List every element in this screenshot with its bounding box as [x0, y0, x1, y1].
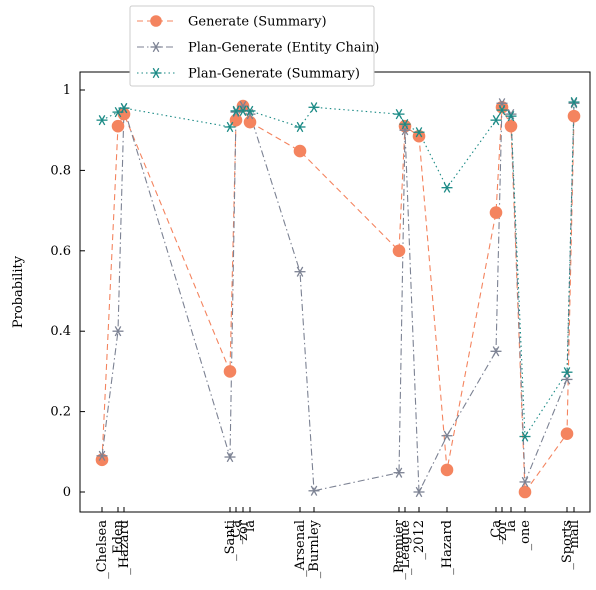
y-axis-title: Probability: [11, 255, 26, 328]
series-1-point: [504, 119, 518, 133]
y-tick-label: 1: [63, 83, 71, 98]
series-2-point: [112, 326, 124, 337]
x-tick-label: _Premier: [392, 519, 407, 579]
series-3-point: [399, 119, 411, 130]
x-tick-label: _Santi: [223, 520, 238, 561]
x-tick-label: _2012: [412, 520, 427, 560]
x-tick-label: _Sports: [560, 520, 575, 570]
series-1-point: [117, 107, 131, 121]
series-3-point: [118, 102, 130, 114]
series-1-point: [229, 113, 243, 127]
series-line-2: [101, 101, 575, 493]
series-2-point: [294, 266, 306, 277]
x-tick-label: _Hazard: [440, 520, 455, 575]
series-1-point: [440, 463, 454, 477]
x-tick-label: mail: [567, 520, 582, 548]
series-2-point: [224, 451, 236, 463]
series-1-point: [560, 427, 574, 441]
legend-label-1: Generate (Summary): [188, 15, 327, 30]
y-tick-label: 0.2: [50, 405, 71, 420]
series-1-point: [392, 244, 406, 258]
series-2-point: [490, 346, 502, 357]
series-3-point: [308, 102, 320, 113]
series-3-point: [561, 367, 573, 378]
x-tick-label: _Ca: [229, 520, 244, 544]
x-tick-label: _one: [518, 520, 533, 551]
series-3-point: [96, 115, 108, 126]
series-1-point: [412, 129, 426, 143]
legend: Generate (Summary) Plan-Generate (Entity …: [129, 5, 379, 87]
series-2-point: [505, 109, 517, 120]
series-2-point: [413, 486, 425, 498]
series-3-point: [413, 127, 425, 138]
series-3-point: [490, 115, 502, 126]
x-tick-label: la: [243, 520, 258, 532]
series-2-point: [96, 450, 108, 461]
legend-marker-1: [150, 15, 162, 27]
y-tick-label: 0.8: [50, 163, 71, 178]
series-1-point: [243, 115, 257, 129]
series-2-point: [441, 430, 453, 441]
series-3-point: [294, 121, 306, 133]
y-axis: 0 0.2 0.4 0.6 0.8 1: [50, 83, 85, 500]
series-2-point: [308, 485, 320, 496]
series-3-point: [519, 431, 531, 442]
series-3-point: [505, 111, 517, 122]
x-tick-label: _League: [398, 520, 413, 575]
y-tick-label: 0.6: [50, 244, 71, 259]
series-3-point: [224, 121, 236, 133]
series-3-point: [568, 96, 580, 108]
legend-marker-3: [150, 67, 162, 79]
series-1-point: [398, 119, 412, 133]
x-tick-label: _Ca: [489, 520, 504, 544]
series-2-point: [561, 374, 573, 385]
plot-area: [79, 71, 591, 513]
series-3-point: [244, 105, 256, 117]
x-tick-label: zor: [495, 519, 510, 541]
y-tick-label: 0.4: [50, 324, 71, 339]
series-3-point: [393, 109, 405, 120]
series-1-point: [111, 119, 125, 133]
series-1-point: [489, 206, 503, 219]
legend-box: [129, 5, 375, 87]
legend-label-3: Plan-Generate (Summary): [188, 67, 360, 82]
series-3-point: [496, 104, 508, 116]
series-line-1: [101, 104, 575, 494]
series-1-point: [95, 453, 109, 467]
series-1-point: [567, 109, 581, 123]
series-3-point: [441, 182, 453, 193]
plot-frame: [79, 71, 591, 513]
series-2-point: [393, 467, 405, 478]
x-tick-label: _Arsenal: [293, 520, 308, 577]
x-tick-label: la: [504, 520, 519, 532]
legend-marker-2: [150, 41, 162, 53]
x-tick-label: _Eden: [111, 519, 126, 560]
series-1-point: [223, 365, 237, 378]
legend-label-2: Plan-Generate (Entity Chain): [188, 41, 379, 56]
x-tick-label: _Chelsea: [95, 520, 110, 579]
x-tick-label: _Hazard: [117, 520, 132, 575]
x-tick-label: zor: [236, 519, 251, 541]
series-line-3: [101, 102, 575, 439]
series-2-point: [519, 476, 531, 488]
series-2-point: [237, 100, 249, 112]
x-tick-label: _Burnley: [307, 519, 322, 578]
series-1-point: [293, 144, 307, 158]
series-1-point: [518, 485, 532, 499]
y-tick-label: 0: [63, 485, 71, 500]
